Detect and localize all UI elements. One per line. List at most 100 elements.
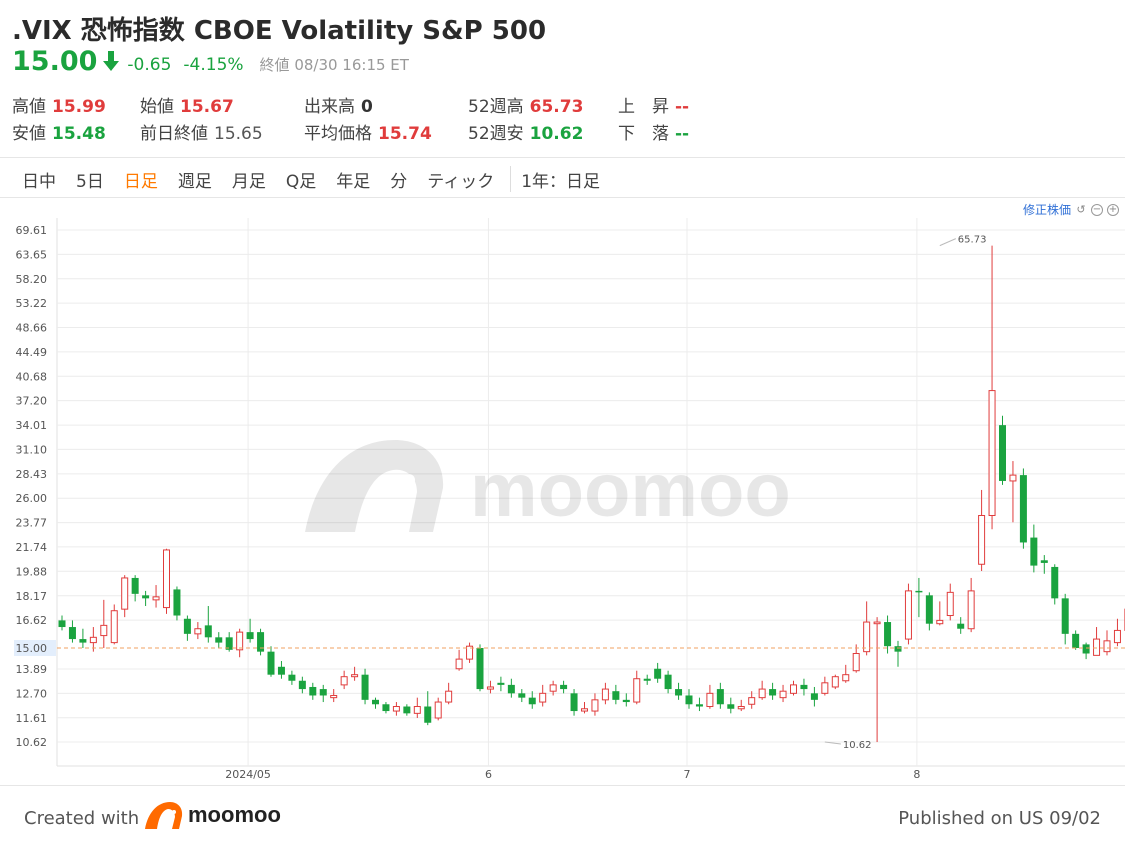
candlestick-chart[interactable]: moomoo 69.61 63.65 58.20 53.22 48.66 44.49 40.… <box>0 216 1125 784</box>
candle <box>957 617 965 634</box>
candle-body <box>654 668 662 679</box>
y-tick-label: 19.88 <box>16 565 48 578</box>
candle-body <box>204 625 212 638</box>
y-tick-label: 37.20 <box>16 395 48 408</box>
candle <box>372 697 379 709</box>
candle-body <box>79 639 87 643</box>
candle <box>486 680 494 694</box>
candle <box>277 661 285 679</box>
candle-body <box>894 646 902 652</box>
candle-body <box>152 596 160 601</box>
candle-body <box>434 701 442 719</box>
candle-body <box>622 699 630 703</box>
candle <box>1061 593 1069 645</box>
candle-body <box>121 577 129 610</box>
stat-value: 15.67 <box>180 97 234 117</box>
chart-tools: 修正株価 ↺ − + <box>1023 201 1119 218</box>
candle <box>163 548 170 614</box>
annotation-label: 10.62 <box>843 740 872 751</box>
x-tick-label: 8 <box>913 768 920 781</box>
stat-open: 始値 15.67 <box>140 92 234 117</box>
y-tick-label: 40.68 <box>16 370 48 383</box>
candle-body <box>727 704 735 709</box>
candle <box>863 601 871 656</box>
candle-body <box>915 590 923 593</box>
candle <box>852 644 860 673</box>
stat-volume: 出来高 0 <box>304 92 373 117</box>
candle <box>539 684 547 707</box>
candle <box>100 599 108 648</box>
candle-body <box>800 684 808 690</box>
y-tick-label: 34.01 <box>16 419 48 432</box>
price-change-pct: -4.15% <box>183 55 244 75</box>
tab-weekly[interactable]: 週足 <box>177 171 212 192</box>
tab-tick[interactable]: ティック <box>427 171 495 192</box>
stat-high: 高値 15.99 <box>12 92 106 117</box>
candle-body <box>1103 640 1111 653</box>
candle <box>695 697 703 712</box>
annotation-label: 65.73 <box>958 235 987 246</box>
candle-body <box>392 706 400 712</box>
candle-body <box>340 676 348 686</box>
stat-label: 52週安 <box>468 124 524 144</box>
candle-body <box>445 690 453 703</box>
candle <box>581 702 588 714</box>
adjusted-price-toggle[interactable]: 修正株価 <box>1022 203 1071 217</box>
watermark-text: moomoo <box>470 448 791 533</box>
candle-body <box>486 686 494 690</box>
stat-label: 上 昇 <box>618 97 669 117</box>
candle <box>622 693 630 707</box>
candle <box>978 489 986 572</box>
y-tick-label: 11.61 <box>16 712 48 725</box>
candle-body <box>518 693 526 698</box>
current-price-tag <box>14 640 56 656</box>
range-selector[interactable]: 1年：日足 <box>521 171 601 192</box>
reset-icon[interactable]: ↺ <box>1076 202 1086 216</box>
tab-monthly[interactable]: 月足 <box>231 171 266 192</box>
candle <box>58 615 66 631</box>
candle-body <box>758 688 766 699</box>
candle-body <box>643 678 651 681</box>
candle-body <box>372 699 379 705</box>
tab-intraday[interactable]: 日中 <box>22 171 56 192</box>
candle <box>225 632 233 652</box>
candle-body <box>549 684 557 692</box>
tab-daily[interactable]: 日足 <box>123 171 158 192</box>
candle <box>298 676 306 694</box>
period-tabs: 日中 5日 日足 週足 月足 Q足 年足 分 ティック 1年：日足 <box>12 166 600 192</box>
close-time-label: 終値 08/30 16:15 ET <box>259 56 409 74</box>
candle <box>507 678 515 698</box>
candle <box>748 691 756 709</box>
candle-body <box>257 632 265 652</box>
candle <box>925 592 933 631</box>
candle <box>831 674 839 690</box>
zoom-out-icon[interactable]: − <box>1091 203 1103 216</box>
candle-body <box>1051 566 1059 599</box>
watermark: moomoo <box>305 440 791 533</box>
candle <box>1040 555 1048 574</box>
candle <box>1009 461 1017 523</box>
candle <box>758 680 766 700</box>
candle-body <box>110 610 118 644</box>
tab-5day[interactable]: 5日 <box>76 171 104 192</box>
y-tick-label: 18.17 <box>16 590 48 603</box>
tab-yearly[interactable]: 年足 <box>336 171 371 192</box>
candle <box>560 680 568 694</box>
candle-body <box>319 689 327 696</box>
stat-label: 52週高 <box>468 97 524 117</box>
candle-body <box>194 628 202 635</box>
brand-logo: moomoo <box>144 800 281 830</box>
tab-minute[interactable]: 分 <box>390 171 408 192</box>
price-row: 15.00 -0.65 -4.15% 終値 08/30 16:15 ET <box>12 46 409 77</box>
candle <box>215 632 223 648</box>
candle <box>654 662 662 683</box>
stat-value: 15.74 <box>378 124 432 144</box>
candle <box>455 649 463 671</box>
candle <box>633 670 641 705</box>
divider <box>0 157 1125 158</box>
candle-body <box>163 549 170 609</box>
candle-body <box>309 686 317 696</box>
zoom-in-icon[interactable]: + <box>1107 203 1119 216</box>
tab-quarterly[interactable]: Q足 <box>285 171 317 192</box>
candle <box>528 691 536 709</box>
